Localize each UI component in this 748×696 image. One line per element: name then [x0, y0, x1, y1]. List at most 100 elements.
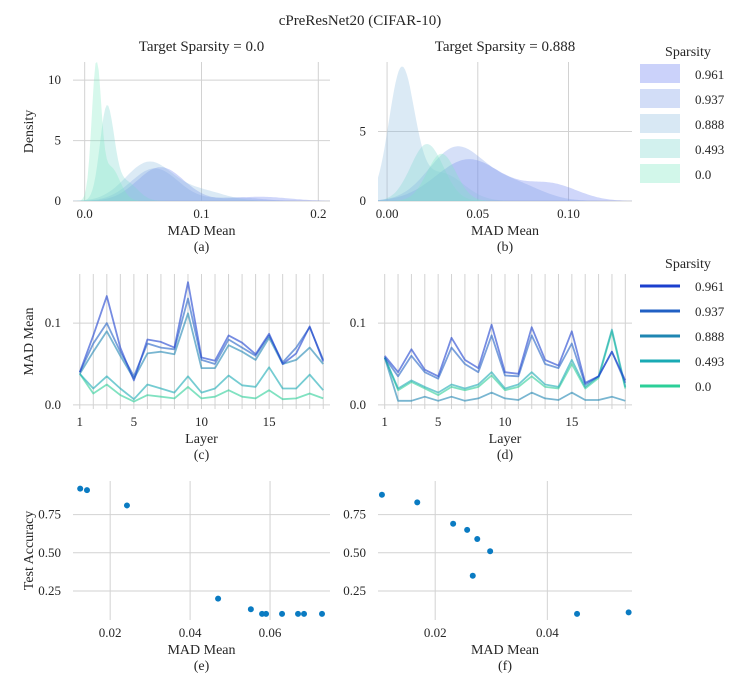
density-area-0.0: [73, 62, 330, 201]
x-tick-label: 0.04: [536, 625, 559, 640]
y-axis-label: Test Accuracy: [22, 511, 37, 590]
x-tick-label: 0.00: [376, 206, 399, 221]
legend-label: 0.937: [695, 92, 725, 107]
legend-swatch: [640, 139, 680, 158]
density-area-0.0: [378, 153, 632, 201]
legend-label: 0.961: [695, 279, 724, 294]
x-tick-label: 0.10: [557, 206, 580, 221]
legend-title: Sparsity: [665, 257, 711, 272]
x-tick-label: 1: [77, 414, 84, 429]
density-area-0.937: [73, 168, 330, 201]
scatter-point: [77, 485, 84, 492]
density-area-0.493: [73, 105, 330, 201]
panel-caption: (f): [498, 659, 512, 674]
x-tick-label: 0.04: [179, 625, 202, 640]
scatter-point: [574, 610, 581, 617]
y-tick-label: 0: [360, 193, 367, 208]
legend-label: 0.888: [695, 117, 724, 132]
panel-b: 0.00 0.05 0.10 0 5 Target Sparsity = 0.888 MAD…: [360, 39, 632, 255]
series-line-0.937: [383, 334, 627, 386]
scatter-point: [625, 609, 632, 616]
series-line-0.961: [78, 281, 325, 382]
scatter-point: [247, 606, 254, 613]
y-axis-label: Density: [22, 110, 37, 154]
x-tick-label: 15: [263, 414, 276, 429]
legends: Sparsity 0.961 0.937 0.888 0.493 0.0 Sparsity 0…: [640, 45, 725, 394]
series-line-0.493: [79, 366, 324, 401]
scatter-point: [123, 502, 130, 509]
x-tick-label: 10: [499, 414, 512, 429]
x-tick-label: 15: [565, 414, 578, 429]
series-line-0.888: [383, 357, 626, 402]
scatter-point: [215, 595, 222, 602]
x-tick-label: 0.0: [77, 206, 93, 221]
scatter-point: [469, 572, 476, 579]
legend-label: 0.888: [695, 329, 724, 344]
y-tick-label: 0.1: [45, 315, 61, 330]
scatter-point: [279, 610, 286, 617]
legend-label: 0.0: [695, 167, 711, 182]
legend-swatch: [640, 114, 680, 133]
y-tick-label: 0: [55, 193, 62, 208]
y-tick-label: 0.25: [38, 583, 61, 598]
scatter-point: [301, 610, 308, 617]
x-tick-label: 0.2: [310, 206, 326, 221]
density-area-0.937: [378, 146, 632, 201]
x-tick-label: 0.05: [466, 206, 489, 221]
y-tick-label: 0.0: [350, 397, 366, 412]
y-tick-label: 0.25: [343, 583, 366, 598]
density-area-0.493: [378, 144, 632, 201]
panel-caption: (a): [194, 240, 210, 255]
x-axis-label: MAD Mean: [167, 224, 235, 239]
panel-f: 0.02 0.04 0.25 0.50 0.75 MAD Mean(f): [343, 481, 632, 674]
x-tick-label: 1: [381, 414, 388, 429]
legend-title: Sparsity: [665, 45, 711, 60]
y-tick-label: 0.0: [45, 397, 61, 412]
panel-a: 0.0 0.1 0.2 0 5 10 Target Sparsity = 0.0 MAD Me…: [22, 39, 330, 255]
figure-title: cPreResNet20 (CIFAR-10): [279, 13, 442, 29]
y-tick-label: 0.75: [38, 507, 61, 522]
panel-e: 0.02 0.04 0.06 0.25 0.50 0.75 MAD Mean(e) Test …: [22, 481, 330, 674]
panel-title: Target Sparsity = 0.0: [139, 39, 264, 55]
x-axis-label: Layer: [489, 432, 522, 447]
scatter-point: [414, 499, 421, 506]
scatter-point: [487, 548, 494, 555]
x-tick-label: 0.06: [259, 625, 282, 640]
legend-label: 0.0: [695, 379, 711, 394]
y-tick-label: 0.50: [38, 545, 61, 560]
scatter-point: [450, 520, 457, 527]
density-area-0.961: [378, 159, 632, 201]
legend-density: Sparsity 0.961 0.937 0.888 0.493 0.0: [640, 45, 725, 183]
legend-swatch: [640, 89, 680, 108]
legend-swatch: [640, 64, 680, 83]
y-axis-label: MAD Mean: [22, 307, 37, 375]
x-tick-label: 0.1: [193, 206, 209, 221]
x-axis-label: MAD Mean: [167, 643, 235, 658]
density-area-0.961: [73, 167, 330, 201]
legend-lines: Sparsity 0.961 0.937 0.888 0.493 0.0: [640, 257, 725, 394]
panel-caption: (c): [194, 448, 210, 463]
y-tick-label: 10: [48, 72, 61, 87]
scatter-point: [474, 536, 481, 543]
scatter-point: [378, 491, 385, 498]
y-tick-label: 5: [55, 133, 62, 148]
x-tick-label: 10: [195, 414, 208, 429]
series-line-0.493: [383, 328, 627, 394]
legend-swatch: [640, 164, 680, 183]
y-tick-label: 5: [360, 124, 367, 139]
scatter-point: [83, 487, 90, 494]
legend-label: 0.937: [695, 304, 725, 319]
density-area-0.888: [73, 161, 330, 201]
x-axis-label: MAD Mean: [471, 643, 539, 658]
x-axis-label: Layer: [185, 432, 218, 447]
y-tick-label: 0.50: [343, 545, 366, 560]
series-line-0.0: [79, 373, 324, 403]
legend-label: 0.493: [695, 354, 724, 369]
panel-caption: (b): [497, 240, 514, 255]
legend-label: 0.493: [695, 142, 724, 157]
x-axis-label: MAD Mean: [471, 224, 539, 239]
